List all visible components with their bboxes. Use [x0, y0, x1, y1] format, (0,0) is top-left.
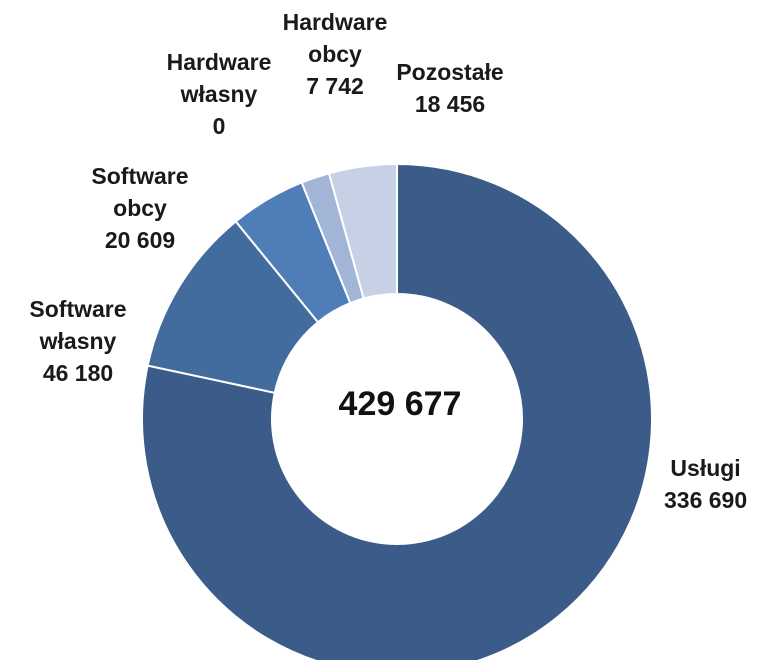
label-hardware-obcy-value: 7 742: [306, 73, 364, 99]
label-uslugi-value: 336 690: [664, 487, 748, 513]
label-software-wlasny-value: 46 180: [42, 360, 114, 386]
label-pozostale: Pozostałe 18 456: [385, 56, 515, 120]
label-software-obcy: Software obcy 20 609: [80, 160, 200, 256]
label-pozostale-name: Pozostałe: [396, 59, 504, 85]
label-hardware-obcy-line2: obcy: [308, 41, 362, 67]
label-software-wlasny-line1: Software: [29, 296, 127, 322]
label-pozostale-value: 18 456: [414, 91, 486, 117]
label-uslugi: Usługi 336 690: [664, 452, 747, 516]
label-hardware-wlasny-line1: Hardware: [166, 49, 272, 75]
total-value: 429 677: [338, 385, 462, 423]
label-hardware-obcy: Hardware obcy 7 742: [270, 6, 400, 102]
label-hardware-wlasny-line2: własny: [180, 81, 258, 107]
label-software-obcy-line2: obcy: [113, 195, 167, 221]
label-software-obcy-value: 20 609: [104, 227, 176, 253]
label-software-obcy-line1: Software: [91, 163, 189, 189]
label-uslugi-name: Usługi: [670, 455, 741, 481]
label-hardware-obcy-line1: Hardware: [282, 9, 388, 35]
slice-5: [327, 162, 398, 300]
label-hardware-wlasny: Hardware własny 0: [154, 46, 284, 142]
label-software-wlasny-line2: własny: [39, 328, 117, 354]
label-hardware-wlasny-value: 0: [212, 113, 226, 139]
label-software-wlasny: Software własny 46 180: [18, 293, 138, 389]
slice-0: [141, 162, 653, 660]
